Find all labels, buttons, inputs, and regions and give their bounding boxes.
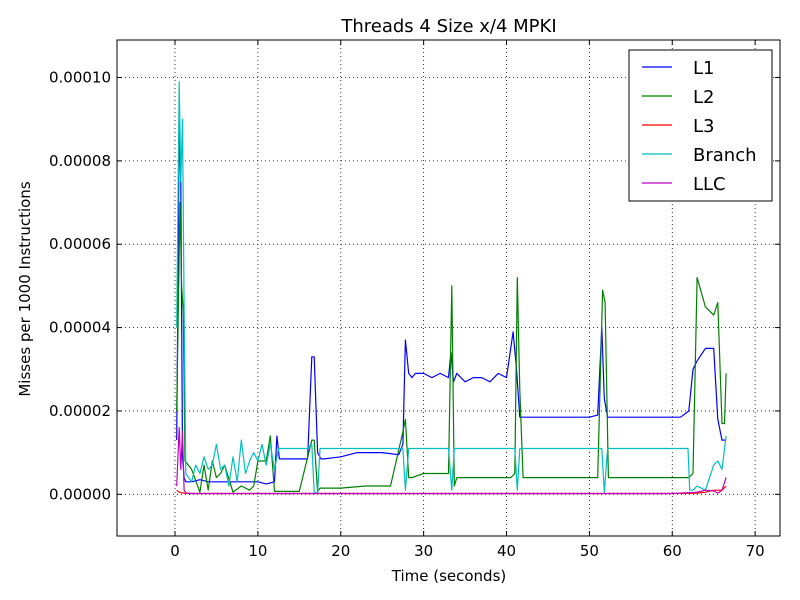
y-tick-label: 0.00008 [49, 152, 111, 170]
x-tick-label: 70 [746, 542, 765, 560]
series-lines [176, 81, 727, 495]
chart-title: Threads 4 Size x/4 MPKI [340, 16, 556, 37]
legend-label-l2: L2 [693, 87, 714, 108]
legend: L1 L2 L3 Branch LLC [628, 49, 773, 202]
y-tick-label: 0.00000 [49, 485, 111, 503]
series-line-l1 [176, 126, 727, 485]
y-tick-label: 0.00010 [49, 69, 111, 87]
x-tick-label: 30 [414, 542, 433, 560]
legend-label-l3: L3 [693, 116, 714, 137]
legend-label-llc: LLC [693, 174, 726, 195]
y-tick-label: 0.00002 [49, 402, 111, 420]
series-line-l2 [176, 202, 727, 493]
grid [117, 40, 780, 536]
x-axis-label: Time (seconds) [391, 567, 507, 585]
x-tick-label: 10 [248, 542, 267, 560]
series-line-llc [176, 427, 727, 495]
legend-label-branch: Branch [693, 145, 757, 166]
x-tick-label: 50 [580, 542, 599, 560]
x-tick-label: 0 [170, 542, 180, 560]
ticks: 0 10 20 30 40 50 60 70 0.00000 0.00002 0.00004 0.00… [49, 40, 780, 560]
x-tick-label: 20 [331, 542, 350, 560]
x-tick-label: 40 [497, 542, 516, 560]
plot-frame [116, 39, 781, 537]
y-axis-label: Misses per 1000 Instructions [16, 181, 34, 396]
x-tick-label: 60 [663, 542, 682, 560]
y-tick-label: 0.00006 [49, 235, 111, 253]
y-tick-label: 0.00004 [49, 319, 111, 337]
series-line-branch [176, 81, 727, 494]
legend-label-l1: L1 [693, 58, 714, 79]
